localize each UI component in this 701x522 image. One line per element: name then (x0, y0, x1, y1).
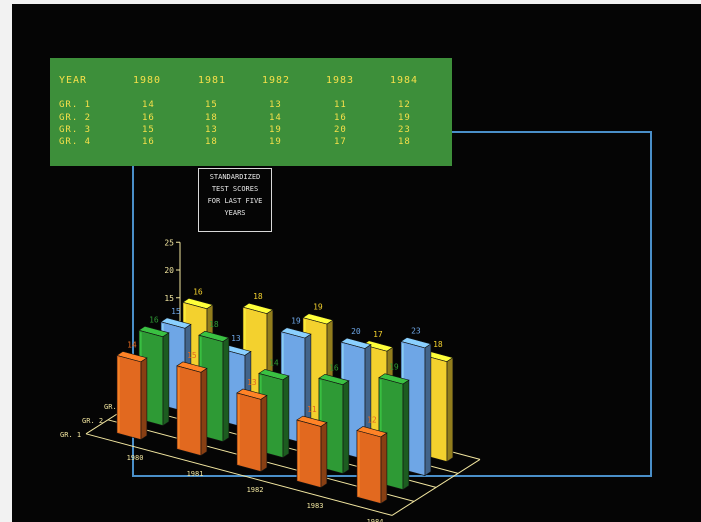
bar-data-label: 19 (291, 317, 301, 326)
table-header-year: YEAR (59, 75, 88, 86)
table-cell: 14 (142, 100, 155, 110)
group-label: GR. 3 (104, 403, 125, 411)
bar-side-face (140, 357, 148, 441)
bar-data-label: 13 (231, 334, 241, 343)
table-cell: 20 (334, 125, 347, 135)
table-cell: 16 (142, 137, 155, 147)
bar-data-label: 19 (313, 303, 323, 312)
table-cell: 19 (269, 125, 282, 135)
bar-data-label: 17 (373, 330, 383, 339)
table-header-1980: 1980 (133, 75, 162, 86)
bar: 14 (116, 340, 148, 441)
bar-data-label: 16 (193, 287, 203, 296)
year-label: 1982 (247, 486, 264, 494)
bar: 12 (356, 416, 388, 505)
bar-side-face (282, 375, 290, 459)
page-margin-left (0, 0, 12, 522)
table-header-1984: 1984 (390, 75, 419, 86)
table-cell: 14 (269, 113, 282, 123)
depth-axis-line (391, 458, 481, 516)
bar-side-face (162, 332, 170, 427)
table-cell: 16 (142, 113, 155, 123)
table-cell: 13 (269, 100, 282, 110)
bar-side-face (380, 432, 388, 505)
table-cell: 15 (205, 100, 218, 110)
data-table-panel: YEAR 1980 1981 1982 1983 1984 GR. 1 14 1… (50, 58, 452, 166)
bar-data-label: 16 (149, 315, 159, 324)
table-header-1983: 1983 (326, 75, 355, 86)
bar-data-label: 23 (411, 326, 421, 335)
table-cell: 18 (205, 113, 218, 123)
bar-front-face (296, 419, 322, 488)
bar: 11 (296, 405, 328, 489)
table-cell: 18 (205, 137, 218, 147)
group-label: GR. 2 (82, 417, 103, 425)
table-header-1982: 1982 (262, 75, 291, 86)
table-cell: 18 (398, 137, 411, 147)
bar: 14 (258, 358, 290, 459)
year-label: 1983 (307, 502, 324, 510)
bar-data-label: 18 (433, 340, 443, 349)
bar-side-face (424, 343, 432, 477)
chart-title-line: TEST SCORES (211, 185, 259, 193)
bar-front-face (236, 392, 262, 472)
year-label: 1981 (187, 470, 204, 478)
table-cell: 19 (398, 113, 411, 123)
bar: 15 (176, 351, 208, 457)
y-tick-label: 20 (164, 266, 174, 275)
floor-line (85, 433, 393, 516)
table-cell: 19 (269, 137, 282, 147)
bar-data-label: 18 (209, 320, 219, 329)
bar-data-label: 11 (307, 405, 317, 414)
bar-side-face (222, 337, 230, 443)
table-row-label: GR. 2 (59, 113, 92, 123)
chart-title-line: STANDARDIZED (209, 173, 261, 181)
bar-side-face (260, 394, 268, 473)
bar-front-face (176, 365, 202, 456)
bar-data-label: 12 (367, 416, 377, 425)
table-cell: 12 (398, 100, 411, 110)
bar-data-label: 14 (127, 340, 137, 349)
y-tick-label: 25 (164, 238, 174, 247)
page-margin-top (0, 0, 701, 4)
bar-front-face (116, 355, 142, 440)
bar-side-face (446, 357, 454, 463)
bar-side-face (342, 380, 350, 475)
bar-side-face (402, 379, 410, 491)
table-header-1981: 1981 (198, 75, 227, 86)
table-cell: 11 (334, 100, 347, 110)
table-row-label: GR. 4 (59, 137, 92, 147)
year-label: 1980 (127, 454, 144, 462)
bar-data-label: 13 (247, 378, 257, 387)
table-cell: 15 (142, 125, 155, 135)
chart-title-line: YEARS (224, 209, 246, 217)
table-row-label: GR. 1 (59, 100, 92, 110)
chart-title-line: FOR LAST FIVE (207, 197, 263, 205)
year-label: 1984 (367, 518, 384, 522)
table-cell: 16 (334, 113, 347, 123)
bar-data-label: 18 (253, 292, 263, 301)
bar-data-label: 16 (329, 363, 339, 372)
bar-data-label: 14 (269, 358, 279, 367)
table-cell: 13 (205, 125, 218, 135)
bar-side-face (200, 367, 208, 457)
bars-layer: 16 18 19 17 18 15 13 19 20 23 16 18 14 16 19 14 15 13 11 12 (116, 287, 454, 505)
table-cell: 17 (334, 137, 347, 147)
bar-front-face (356, 430, 382, 504)
group-label: GR. 1 (60, 431, 81, 439)
bar-side-face (320, 421, 328, 489)
bar: 13 (236, 378, 268, 473)
table-row-label: GR. 3 (59, 125, 92, 135)
bar-data-label: 20 (351, 327, 361, 336)
bar-data-label: 19 (389, 363, 399, 372)
chart-title-box: STANDARDIZED TEST SCORES FOR LAST FIVE Y… (198, 168, 272, 232)
y-tick-label: 15 (164, 294, 174, 303)
table-cell: 23 (398, 125, 411, 135)
bar-data-label: 15 (171, 307, 181, 316)
bar-data-label: 15 (187, 351, 197, 360)
